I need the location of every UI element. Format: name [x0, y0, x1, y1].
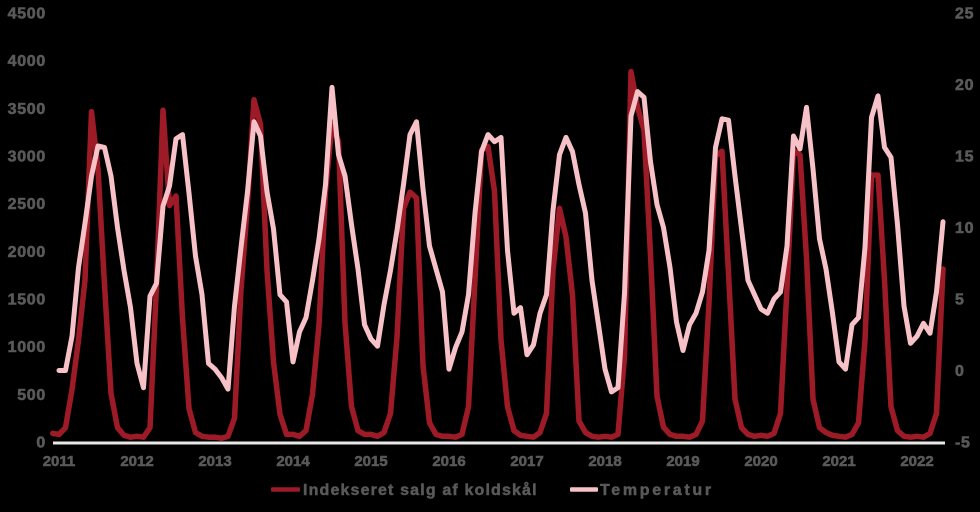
svg-text:0: 0: [955, 363, 965, 380]
svg-text:2011: 2011: [43, 453, 76, 470]
svg-text:2000: 2000: [8, 244, 46, 261]
svg-text:25: 25: [955, 6, 974, 23]
svg-text:3500: 3500: [8, 101, 46, 118]
svg-text:2022: 2022: [900, 453, 933, 470]
svg-text:Indekseret salg af koldskål: Indekseret salg af koldskål: [303, 481, 538, 499]
svg-text:2014: 2014: [276, 453, 310, 470]
svg-text:15: 15: [955, 149, 974, 166]
svg-text:3000: 3000: [8, 149, 46, 166]
svg-text:Temperatur: Temperatur: [600, 482, 714, 499]
svg-text:4000: 4000: [8, 53, 46, 70]
svg-text:2015: 2015: [354, 453, 387, 470]
svg-text:-5: -5: [955, 435, 971, 452]
svg-text:1500: 1500: [8, 292, 46, 309]
svg-text:10: 10: [955, 220, 974, 237]
svg-text:2012: 2012: [120, 453, 153, 470]
svg-text:1000: 1000: [8, 339, 46, 356]
svg-text:5: 5: [955, 292, 965, 309]
svg-text:2020: 2020: [744, 453, 777, 470]
svg-text:500: 500: [17, 387, 46, 404]
svg-text:4500: 4500: [8, 6, 46, 23]
svg-text:20: 20: [955, 77, 974, 94]
svg-text:2018: 2018: [588, 453, 621, 470]
svg-text:0: 0: [36, 435, 46, 452]
svg-text:2017: 2017: [510, 453, 543, 470]
svg-text:2013: 2013: [198, 453, 231, 470]
svg-text:2021: 2021: [822, 453, 855, 470]
svg-text:2500: 2500: [8, 196, 46, 213]
svg-text:2019: 2019: [666, 453, 699, 470]
svg-text:2016: 2016: [432, 453, 465, 470]
